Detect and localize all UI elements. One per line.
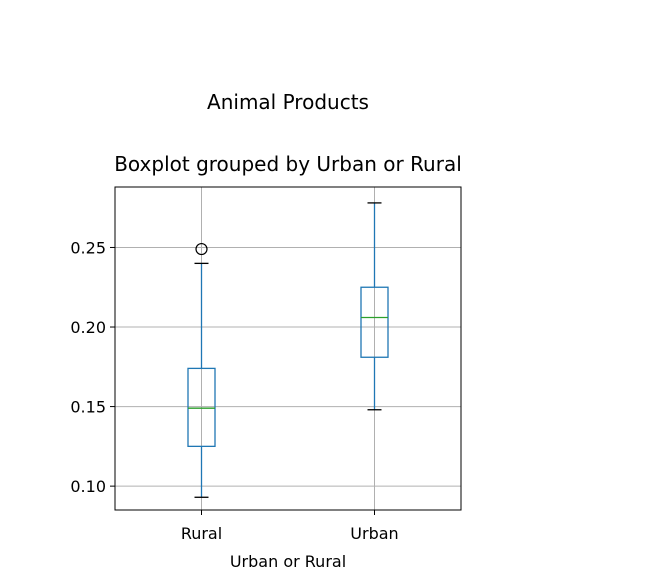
grid-lines bbox=[115, 187, 461, 510]
x-axis: Rural Urban bbox=[181, 510, 399, 543]
y-axis: 0.10 0.15 0.20 0.25 bbox=[70, 238, 115, 496]
y-tick-label-3: 0.25 bbox=[70, 238, 106, 257]
y-tick-label-0: 0.10 bbox=[70, 477, 106, 496]
outlier-rural-0 bbox=[195, 242, 208, 256]
box-series bbox=[187, 202, 389, 498]
plot-area-frame bbox=[114, 186, 462, 511]
x-tick-label-rural: Rural bbox=[181, 524, 222, 543]
chart-title: Boxplot grouped by Urban or Rural bbox=[114, 152, 462, 176]
box-rural bbox=[187, 367, 216, 448]
y-tick-label-1: 0.15 bbox=[70, 398, 106, 417]
y-tick-label-2: 0.20 bbox=[70, 318, 106, 337]
chart-suptitle: Animal Products bbox=[207, 90, 369, 114]
x-tick-label-urban: Urban bbox=[350, 524, 398, 543]
box-urban bbox=[360, 286, 389, 358]
x-axis-label: Urban or Rural bbox=[230, 552, 346, 571]
